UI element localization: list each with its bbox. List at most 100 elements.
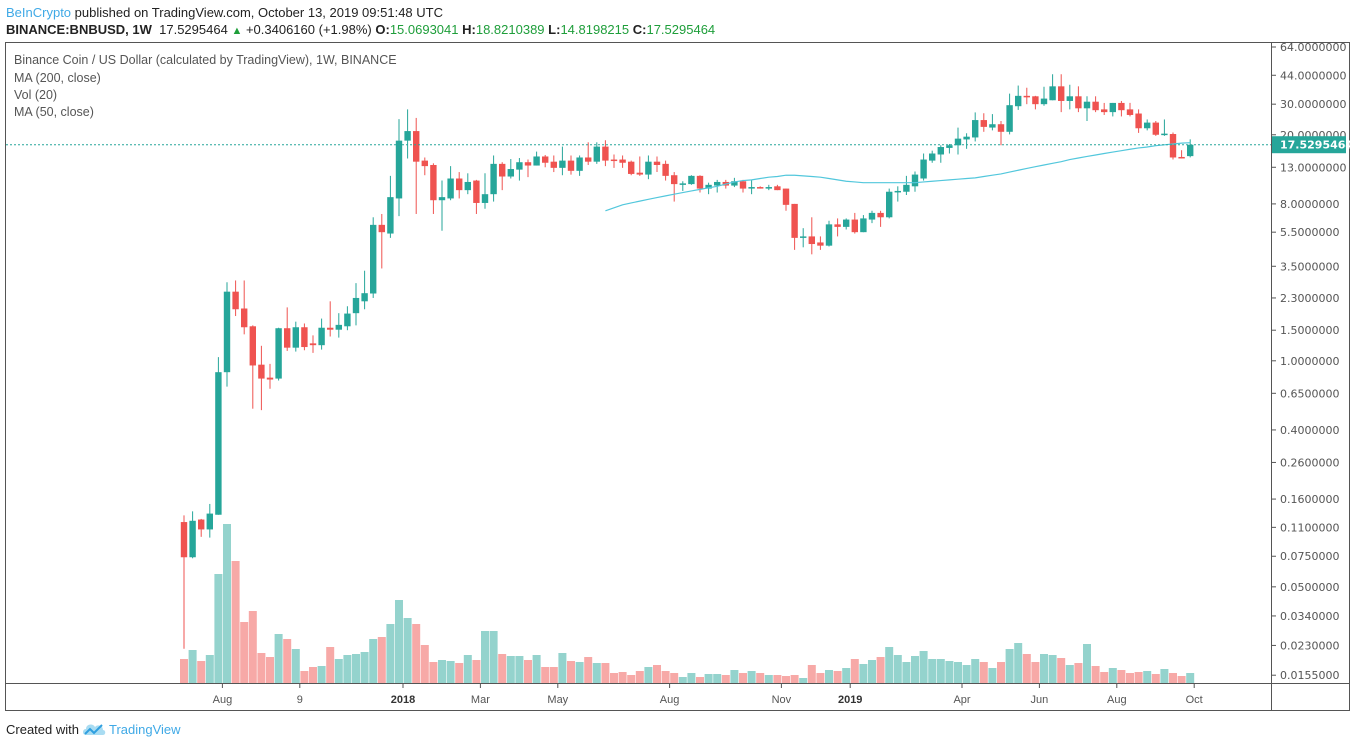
candle[interactable] (275, 327, 282, 381)
candle[interactable] (1006, 93, 1013, 135)
candle[interactable] (533, 151, 540, 166)
candle[interactable] (1075, 86, 1082, 113)
candle[interactable] (980, 113, 987, 132)
price-axis[interactable]: 64.000000044.000000030.000000020.0000000… (1272, 41, 1346, 682)
candle[interactable] (1178, 150, 1185, 159)
candle[interactable] (1118, 100, 1125, 117)
candle[interactable] (524, 159, 532, 178)
candle[interactable] (361, 270, 368, 310)
candle[interactable] (920, 153, 927, 181)
candle[interactable] (1161, 119, 1168, 136)
candle[interactable] (946, 143, 953, 154)
candle[interactable] (671, 172, 678, 202)
tradingview-link[interactable]: TradingView (108, 721, 181, 737)
candle[interactable] (886, 188, 893, 219)
candle[interactable] (825, 220, 833, 247)
candle[interactable] (490, 155, 497, 202)
candle[interactable] (1032, 95, 1039, 110)
candle[interactable] (327, 301, 334, 337)
candle[interactable] (1015, 85, 1022, 110)
candle[interactable] (593, 142, 600, 164)
candle[interactable] (808, 217, 815, 255)
candle[interactable] (550, 155, 557, 173)
candle[interactable] (782, 188, 790, 211)
candle[interactable] (1109, 102, 1116, 117)
candle[interactable] (954, 127, 962, 155)
candle[interactable] (868, 210, 876, 224)
candle[interactable] (438, 180, 446, 231)
candle[interactable] (387, 175, 394, 238)
candle[interactable] (929, 150, 936, 163)
candle[interactable] (567, 155, 575, 175)
candle[interactable] (1092, 96, 1099, 113)
candle[interactable] (258, 345, 265, 411)
candle[interactable] (1083, 96, 1091, 122)
candle[interactable] (1169, 132, 1177, 160)
candle[interactable] (266, 363, 274, 389)
candle[interactable] (395, 119, 403, 217)
candle[interactable] (370, 217, 377, 298)
candle[interactable] (1066, 84, 1073, 110)
candle[interactable] (499, 162, 506, 191)
candle[interactable] (352, 283, 360, 326)
candle[interactable] (215, 357, 222, 515)
candle[interactable] (335, 313, 342, 338)
candle[interactable] (679, 181, 686, 191)
candle[interactable] (292, 321, 299, 352)
time-axis[interactable]: Aug 9 2018 Mar May Aug Nov 2019 Apr Jun Aug Oct (213, 684, 1203, 706)
candle[interactable] (404, 109, 411, 159)
candle[interactable] (223, 282, 231, 387)
candle[interactable] (180, 515, 188, 649)
candle[interactable] (688, 175, 695, 185)
candle[interactable] (481, 173, 489, 209)
candle[interactable] (937, 145, 944, 163)
candle[interactable] (628, 160, 635, 176)
candle[interactable] (241, 280, 248, 335)
candle[interactable] (602, 140, 609, 167)
candle[interactable] (739, 179, 747, 193)
candle[interactable] (662, 160, 669, 181)
candle[interactable] (318, 318, 325, 350)
candle[interactable] (877, 210, 884, 227)
candle[interactable] (748, 179, 755, 195)
candle[interactable] (576, 155, 583, 176)
candle[interactable] (1135, 109, 1142, 133)
candle[interactable] (894, 186, 901, 202)
candle[interactable] (206, 503, 213, 538)
candle[interactable] (309, 335, 317, 353)
legend-ma50[interactable]: MA (50, close) (14, 105, 94, 119)
candle[interactable] (972, 112, 979, 142)
candle[interactable] (645, 155, 652, 180)
candle[interactable] (189, 511, 196, 559)
candle[interactable] (198, 518, 205, 537)
candle[interactable] (834, 218, 841, 237)
legend-ma200[interactable]: MA (200, close) (14, 71, 101, 85)
candle[interactable] (447, 166, 454, 201)
candle[interactable] (800, 228, 807, 248)
candle[interactable] (817, 236, 824, 250)
candle[interactable] (421, 157, 428, 176)
candle[interactable] (464, 173, 471, 195)
candle[interactable] (911, 171, 919, 192)
candle[interactable] (585, 142, 592, 165)
candle[interactable] (249, 325, 256, 409)
candle[interactable] (301, 323, 308, 351)
candle[interactable] (1058, 74, 1065, 113)
candle[interactable] (430, 163, 437, 214)
candle[interactable] (284, 307, 291, 351)
candle[interactable] (619, 155, 626, 168)
candle[interactable] (610, 154, 618, 168)
candle[interactable] (774, 184, 781, 191)
candle[interactable] (843, 218, 850, 230)
publisher-link[interactable]: BeInCrypto (6, 5, 72, 20)
candle[interactable] (636, 156, 643, 176)
candle[interactable] (232, 280, 239, 317)
candle[interactable] (456, 172, 463, 199)
candle[interactable] (507, 159, 514, 179)
candle[interactable] (903, 175, 910, 196)
candle[interactable] (791, 203, 798, 250)
candle[interactable] (997, 121, 1005, 146)
candle[interactable] (559, 146, 566, 176)
candle[interactable] (963, 133, 970, 149)
